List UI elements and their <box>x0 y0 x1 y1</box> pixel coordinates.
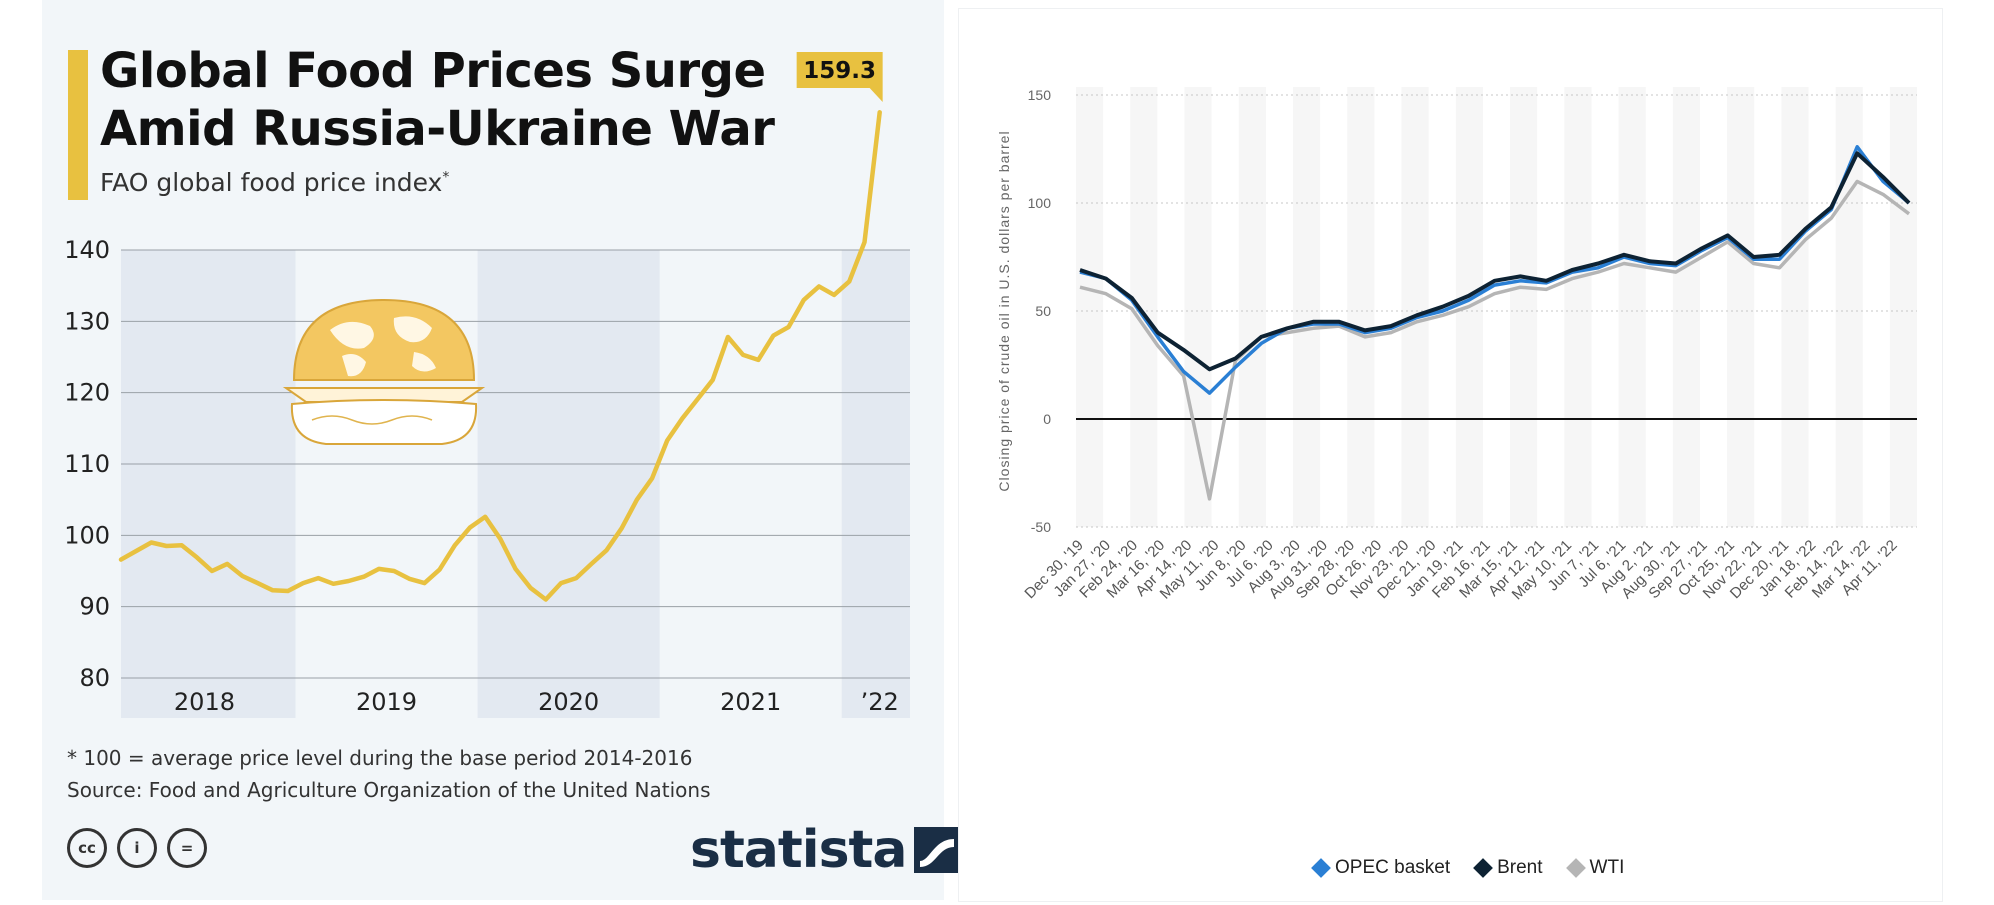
year-band-2 <box>841 250 910 718</box>
stripe-6 <box>1238 87 1266 527</box>
stripe-10 <box>1347 87 1375 527</box>
r-y-tick-0: 0 <box>1043 411 1051 427</box>
no-derivatives-icon[interactable]: = <box>167 828 207 868</box>
r-y-tick-150: 150 <box>1028 87 1052 103</box>
y-tick-100: 100 <box>64 521 110 549</box>
stripe-16 <box>1510 87 1538 527</box>
crude-oil-line-chart: -50 0 50 100 150 Closing price of crude oil i… <box>996 87 1917 603</box>
stripe-22 <box>1672 87 1700 527</box>
legend-swatch-opec <box>1311 858 1331 878</box>
legend-item-brent[interactable]: Brent <box>1473 857 1543 879</box>
statista-logo[interactable]: statista <box>690 820 961 880</box>
creative-commons-icon[interactable]: cc <box>67 828 107 868</box>
legend-swatch-brent <box>1473 858 1494 878</box>
stripe-4 <box>1184 87 1212 527</box>
patty-wave <box>311 415 433 425</box>
food-price-line-chart: 80 90 100 110 120 130 140 2018 2019 2020 2021 ’22 15… <box>64 52 910 718</box>
y-tick-90: 90 <box>79 593 110 621</box>
stripe-26 <box>1781 87 1809 527</box>
legend-label-brent: Brent <box>1497 857 1543 878</box>
subtitle-asterisk: * <box>442 169 450 186</box>
attribution-icon[interactable]: i <box>117 828 157 868</box>
x-tick-label-4: ’22 <box>861 688 899 716</box>
peak-label-pointer <box>869 88 883 102</box>
title-line-2: Amid Russia-Ukraine War <box>100 101 775 157</box>
source-note: Source: Food and Agriculture Organizatio… <box>67 778 711 802</box>
subtitle-text: FAO global food price index <box>100 168 443 197</box>
chart-footnotes: * 100 = average price level during the b… <box>67 742 711 806</box>
title-line-1: Global Food Prices Surge <box>100 43 766 99</box>
continents <box>330 316 436 377</box>
stripe-30 <box>1889 87 1917 527</box>
y-tick-80: 80 <box>79 664 110 692</box>
chart-title: Global Food Prices Surge Amid Russia-Ukr… <box>100 42 775 158</box>
r-series-opec-basket <box>1079 145 1911 395</box>
stripe-24 <box>1727 87 1755 527</box>
crude-oil-chart-panel: -50 0 50 100 150 Closing price of crude oil i… <box>958 8 1943 902</box>
legend-label-wti: WTI <box>1589 857 1625 878</box>
stripe-8 <box>1293 87 1321 527</box>
r-y-axis-label: Closing price of crude oil in U.S. dolla… <box>996 130 1012 491</box>
legend-item-wti[interactable]: WTI <box>1565 857 1625 879</box>
peak-label-text: 159.3 <box>803 58 876 84</box>
y-tick-130: 130 <box>64 307 110 335</box>
stripe-2 <box>1130 87 1158 527</box>
r-y-tick--50: -50 <box>1031 519 1051 535</box>
chart-subtitle: FAO global food price index* <box>100 168 449 197</box>
legend-item-opec[interactable]: OPEC basket <box>1311 857 1451 879</box>
year-band-1 <box>477 250 660 718</box>
y-tick-110: 110 <box>64 450 110 478</box>
chart-legend: OPEC basket Brent WTI <box>1311 857 1625 879</box>
license-icons: cc i = <box>67 828 207 868</box>
r-y-tick-100: 100 <box>1028 195 1052 211</box>
x-tick-label-1: 2019 <box>356 688 417 716</box>
statista-wordmark: statista <box>690 820 907 880</box>
x-tick-label-0: 2018 <box>174 688 235 716</box>
base-period-note: * 100 = average price level during the b… <box>67 746 693 770</box>
stripe-18 <box>1564 87 1592 527</box>
year-band-0 <box>121 250 296 718</box>
food-price-infographic: Global Food Prices Surge Amid Russia-Ukr… <box>42 0 961 900</box>
legend-label-opec: OPEC basket <box>1335 857 1451 878</box>
stripe-12 <box>1401 87 1429 527</box>
stripe-0 <box>1076 87 1104 527</box>
bun-top <box>292 298 476 381</box>
food-price-series-line <box>118 110 882 602</box>
globe-burger-icon <box>282 298 486 445</box>
r-y-tick-50: 50 <box>1035 303 1051 319</box>
y-tick-140: 140 <box>64 236 110 264</box>
r-series-wti <box>1079 179 1911 501</box>
y-tick-120: 120 <box>64 379 110 407</box>
stripe-28 <box>1835 87 1863 527</box>
legend-swatch-wti <box>1565 858 1586 878</box>
x-tick-label-3: 2021 <box>720 688 781 716</box>
title-accent-bar <box>68 50 88 200</box>
peak-label-box <box>796 52 883 88</box>
statista-mark-icon <box>914 827 961 873</box>
stripe-20 <box>1618 87 1646 527</box>
r-series-brent <box>1079 151 1911 372</box>
x-tick-label-2: 2020 <box>538 688 599 716</box>
